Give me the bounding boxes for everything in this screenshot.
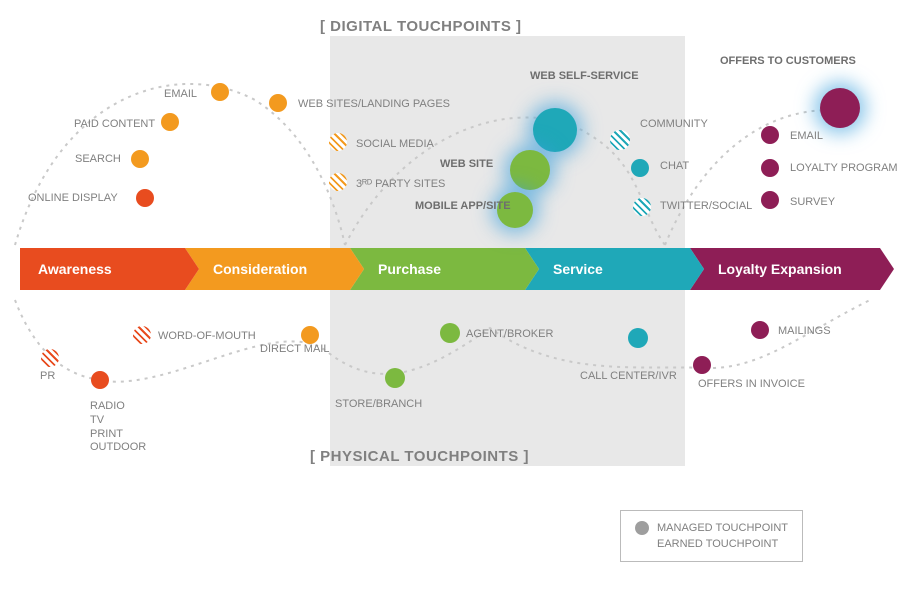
digital-touchpoints-header: [ DIGITAL TOUCHPOINTS ]	[320, 18, 522, 35]
loyalty-program-dot	[761, 159, 779, 177]
direct-mail-label: DIRECT MAIL	[260, 343, 329, 355]
loyalty-email-label: EMAIL	[790, 130, 823, 142]
word-of-mouth-dot	[133, 326, 151, 344]
chat-dot	[631, 159, 649, 177]
agent-broker-label: AGENT/BROKER	[466, 328, 553, 340]
web-landing-dot	[269, 94, 287, 112]
online-display-dot	[136, 189, 154, 207]
mobile-app-label: MOBILE APP/SITE	[415, 200, 511, 212]
mailings-label: MAILINGS	[778, 325, 831, 337]
web-self-service-dot	[533, 108, 577, 152]
stage-label: Service	[553, 261, 603, 277]
call-center-label: CALL CENTER/IVR	[580, 370, 677, 382]
web-site-dot	[510, 150, 550, 190]
web-self-service-label: WEB SELF-SERVICE	[530, 70, 639, 82]
community-dot	[610, 130, 630, 150]
direct-mail-dot	[301, 326, 319, 344]
search-dot	[131, 150, 149, 168]
legend-managed: MANAGED TOUCHPOINT	[635, 521, 788, 535]
stage-purchase: Purchase	[350, 248, 525, 290]
pr-dot	[41, 349, 59, 367]
social-media-label: SOCIAL MEDIA	[356, 138, 434, 150]
journey-diagram: [ DIGITAL TOUCHPOINTS ] [ PHYSICAL TOUCH…	[0, 0, 900, 600]
online-display-label: ONLINE DISPLAY	[28, 192, 118, 204]
email-label: EMAIL	[164, 88, 197, 100]
legend-earned: EARNED TOUCHPOINT	[635, 537, 788, 551]
web-landing-label: WEB SITES/LANDING PAGES	[298, 98, 450, 110]
earned-dot-icon	[635, 537, 649, 551]
legend-box: MANAGED TOUCHPOINT EARNED TOUCHPOINT	[620, 510, 803, 562]
twitter-social-label: TWITTER/SOCIAL	[660, 200, 752, 212]
radio-tv-label: RADIO TV PRINT OUTDOOR	[90, 400, 146, 455]
offers-customers-label: OFFERS TO CUSTOMERS	[720, 55, 856, 67]
survey-label: SURVEY	[790, 196, 835, 208]
web-site-label: WEB SITE	[440, 158, 493, 170]
paid-content-dot	[161, 113, 179, 131]
store-branch-label: STORE/BRANCH	[335, 398, 422, 410]
twitter-social-dot	[633, 198, 651, 216]
email-dot	[211, 83, 229, 101]
community-label: COMMUNITY	[640, 118, 708, 130]
physical-touchpoints-header: [ PHYSICAL TOUCHPOINTS ]	[310, 448, 529, 465]
loyalty-email-dot	[761, 126, 779, 144]
offers-invoice-label: OFFERS IN INVOICE	[698, 378, 805, 390]
word-of-mouth-label: WORD-OF-MOUTH	[158, 330, 256, 342]
agent-broker-dot	[440, 323, 460, 343]
call-center-dot	[628, 328, 648, 348]
third-party-dot	[329, 173, 347, 191]
stage-service: Service	[525, 248, 690, 290]
managed-dot-icon	[635, 521, 649, 535]
loyalty-program-label: LOYALTY PROGRAM	[790, 162, 898, 174]
stage-arrow-row: Awareness Consideration Purchase Service Loy…	[20, 248, 880, 290]
third-party-label: 3ᴿᴰ PARTY SITES	[356, 178, 445, 190]
stage-label: Loyalty Expansion	[718, 261, 842, 277]
offers-customers-dot	[820, 88, 860, 128]
pr-label: PR	[40, 370, 55, 382]
paid-content-label: PAID CONTENT	[74, 118, 155, 130]
mailings-dot	[751, 321, 769, 339]
chat-label: CHAT	[660, 160, 689, 172]
search-label: SEARCH	[75, 153, 121, 165]
stage-label: Awareness	[38, 261, 112, 277]
store-branch-dot	[385, 368, 405, 388]
stage-consideration: Consideration	[185, 248, 350, 290]
offers-invoice-dot	[693, 356, 711, 374]
legend-managed-label: MANAGED TOUCHPOINT	[657, 522, 788, 534]
legend-earned-label: EARNED TOUCHPOINT	[657, 538, 778, 550]
social-media-dot	[329, 133, 347, 151]
survey-dot	[761, 191, 779, 209]
radio-tv-dot	[91, 371, 109, 389]
stage-label: Consideration	[213, 261, 307, 277]
stage-label: Purchase	[378, 261, 441, 277]
stage-awareness: Awareness	[20, 248, 185, 290]
stage-loyalty-expansion: Loyalty Expansion	[690, 248, 880, 290]
